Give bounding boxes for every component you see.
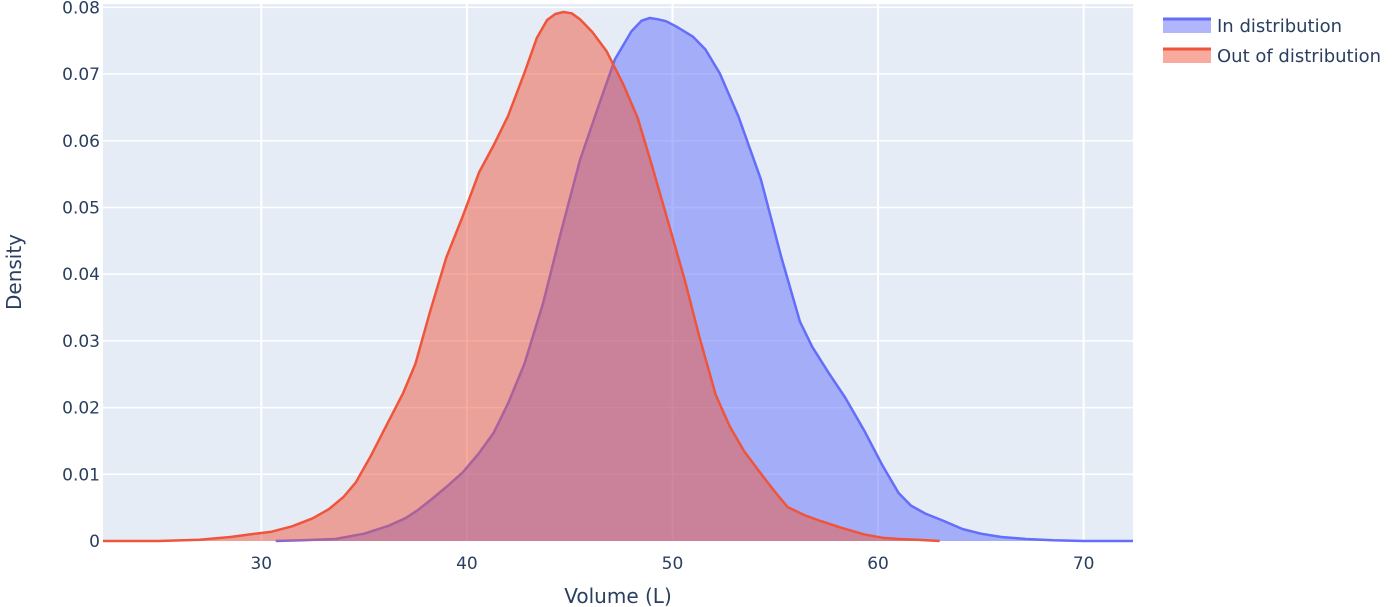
legend-swatch-fill — [1163, 19, 1211, 33]
y-tick-label: 0.06 — [62, 132, 100, 152]
y-tick-label: 0 — [89, 532, 100, 552]
legend-label: In distribution — [1217, 16, 1342, 37]
y-axis-title: Density — [2, 234, 26, 310]
x-tick-label: 30 — [250, 554, 272, 574]
y-tick-label: 0.08 — [62, 0, 100, 18]
legend-label: Out of distribution — [1217, 46, 1381, 67]
x-tick-label: 60 — [867, 554, 889, 574]
y-tick-label: 0.01 — [62, 465, 100, 485]
legend-item-0[interactable]: In distribution — [1163, 16, 1342, 37]
series-area-1 — [103, 12, 940, 541]
y-tick-label: 0.07 — [62, 65, 100, 85]
axis-ticks: 30 40 50 60 70 0 0.01 0.02 0.03 0.04 0.05 0.06 0.07 0… — [62, 0, 1094, 574]
series-area-0 — [275, 18, 1133, 541]
y-tick-label: 0.03 — [62, 332, 100, 352]
legend[interactable]: In distribution Out of distribution — [1163, 16, 1381, 67]
series-line-1 — [103, 10, 940, 543]
x-tick-label: 50 — [662, 554, 684, 574]
y-tick-label: 0.05 — [62, 198, 100, 218]
legend-item-1[interactable]: Out of distribution — [1163, 46, 1381, 67]
y-tick-label: 0.04 — [62, 265, 100, 285]
series-areas — [103, 10, 1133, 543]
x-tick-label: 40 — [456, 554, 478, 574]
x-tick-label: 70 — [1073, 554, 1095, 574]
x-axis-title: Volume (L) — [564, 584, 672, 607]
legend-swatch-fill — [1163, 49, 1211, 63]
y-tick-label: 0.02 — [62, 399, 100, 419]
